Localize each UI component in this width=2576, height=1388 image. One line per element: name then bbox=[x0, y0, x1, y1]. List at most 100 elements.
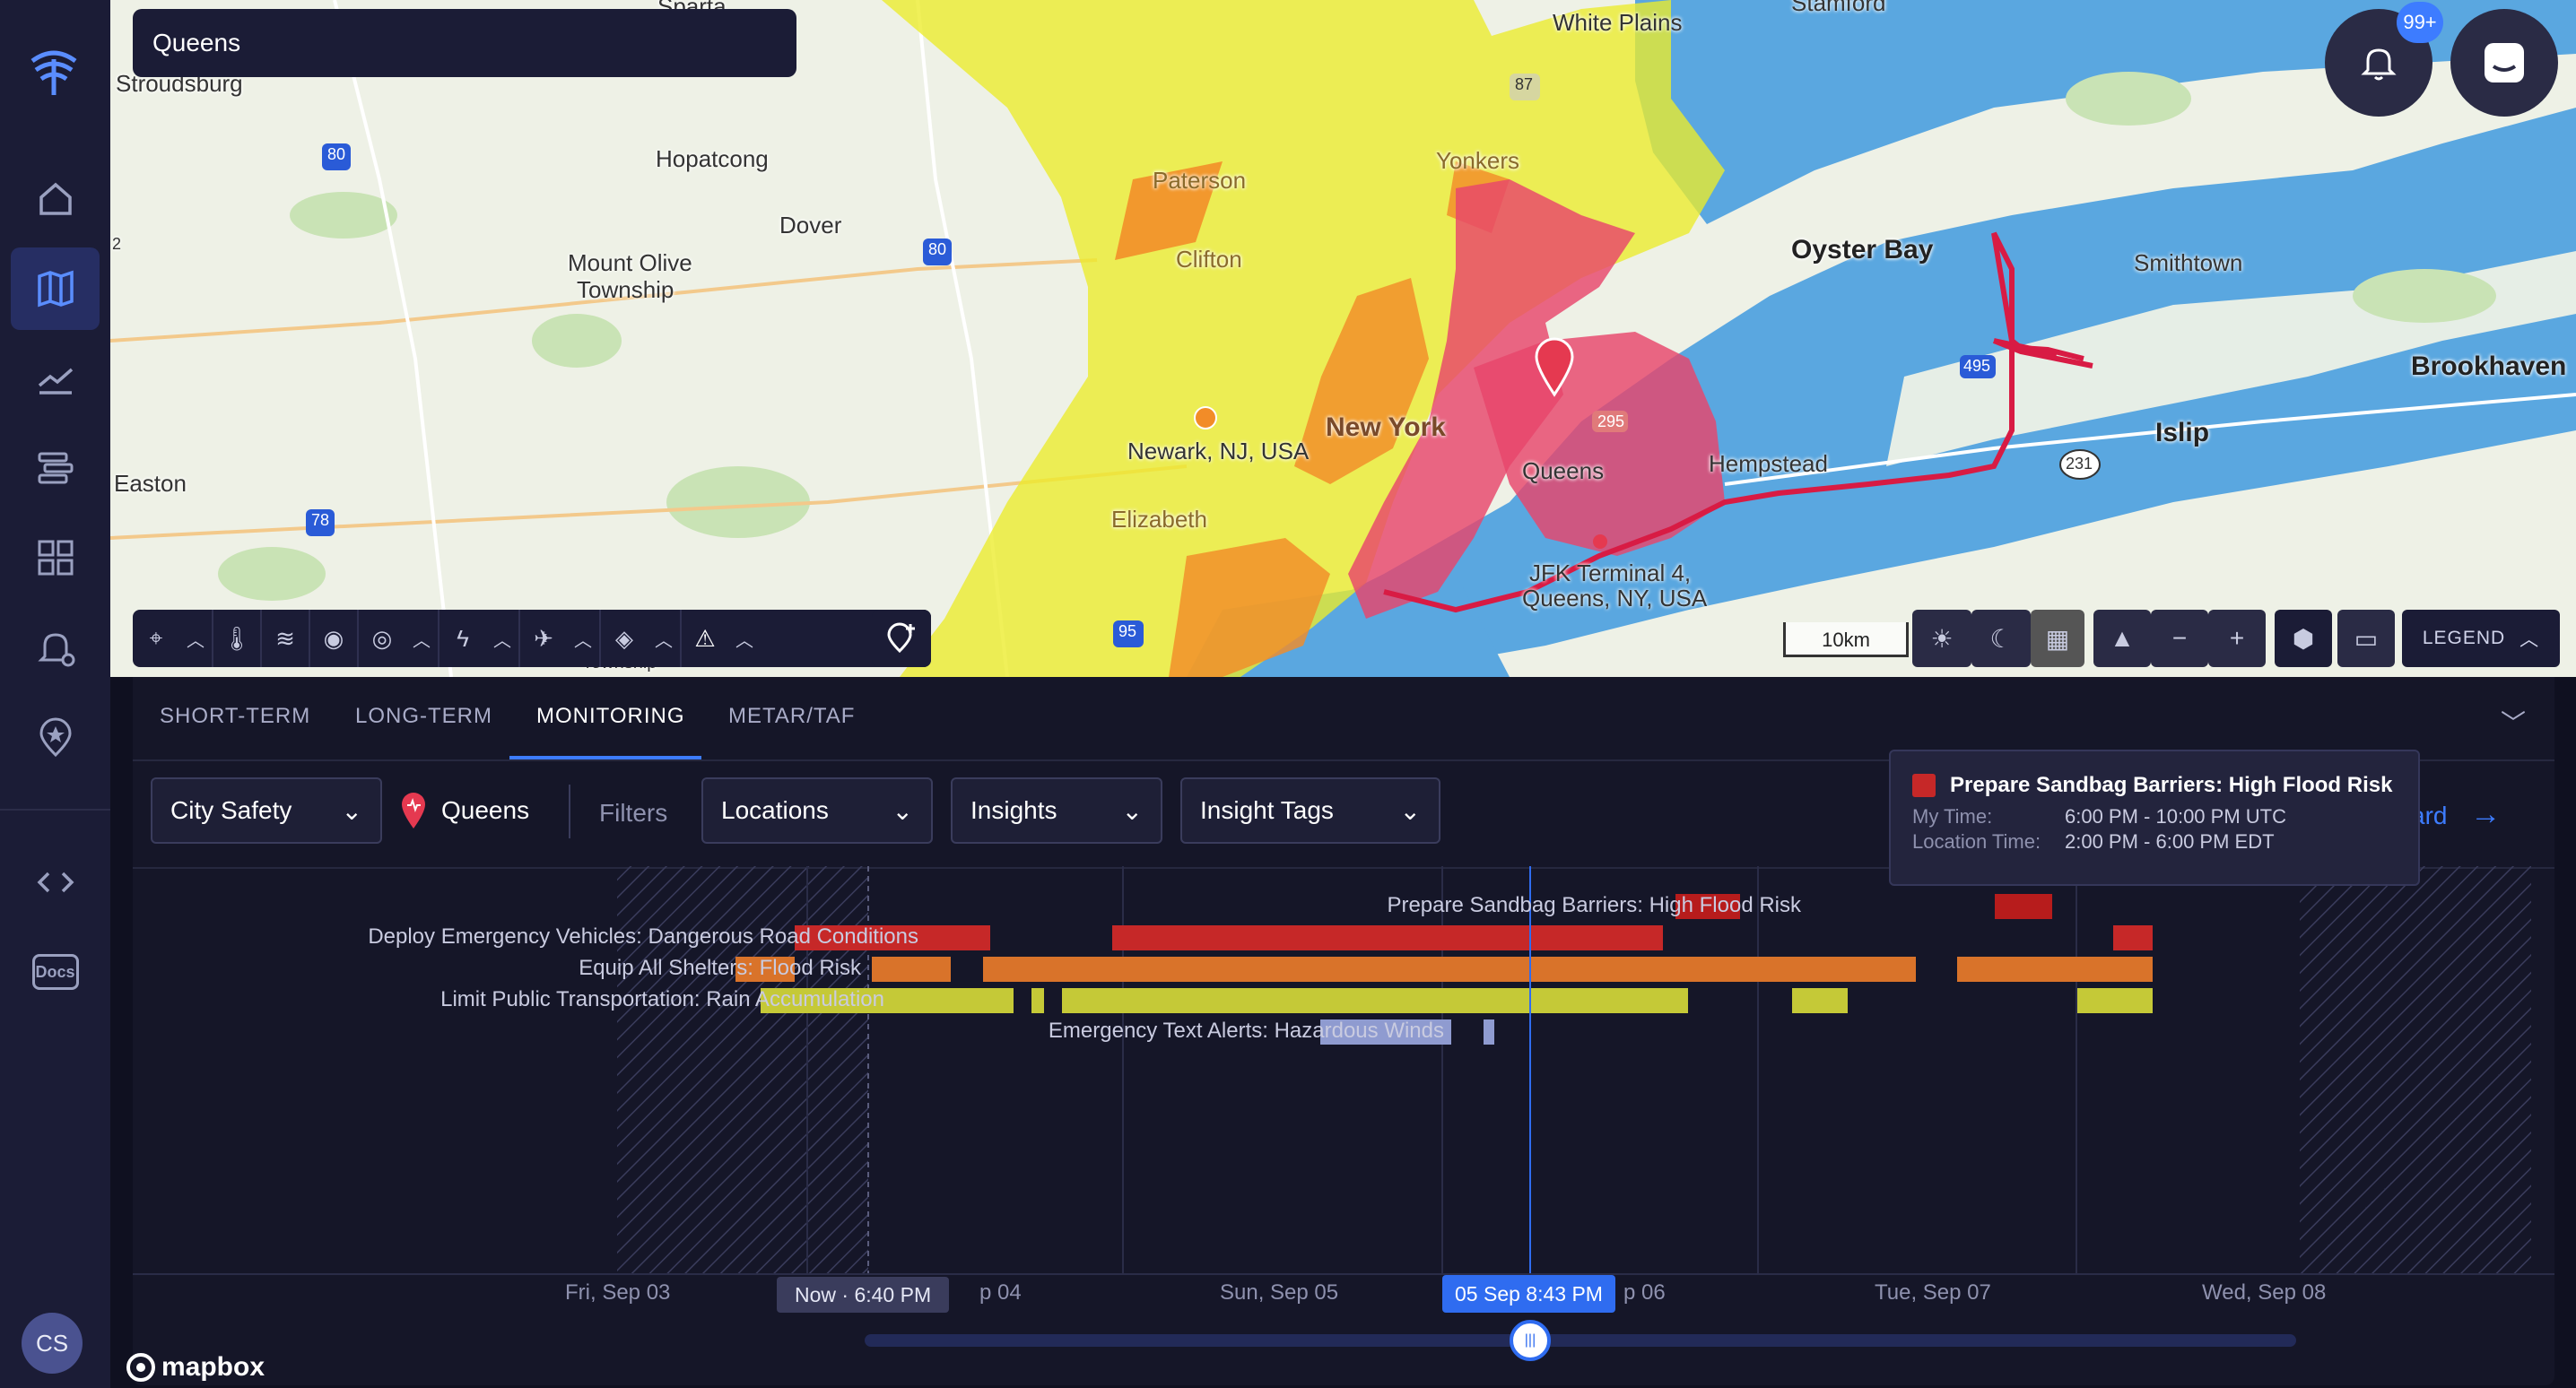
location-pin-icon[interactable]: ⌖ bbox=[149, 624, 163, 651]
satellite-view-icon[interactable]: ▦ bbox=[2031, 610, 2084, 667]
timeline-bar[interactable] bbox=[1062, 988, 1688, 1013]
timeline-bar[interactable] bbox=[1112, 925, 1663, 950]
saved-places-icon[interactable] bbox=[11, 696, 100, 778]
timeline-bar[interactable] bbox=[983, 957, 1916, 982]
legend-button[interactable]: LEGEND ︿ bbox=[2402, 610, 2560, 667]
zoom-out-button[interactable]: − bbox=[2151, 610, 2208, 667]
locations-dropdown[interactable]: Locations ⌄ bbox=[701, 777, 933, 844]
chevron-up-icon[interactable]: ︿ bbox=[405, 610, 439, 667]
layers-icon[interactable]: ◈ bbox=[615, 624, 633, 652]
tooltip-location-time: 2:00 PM - 6:00 PM EDT bbox=[2065, 830, 2275, 853]
filter-row: City Safety ⌄ Queens Filters Locations ⌄… bbox=[133, 759, 2554, 869]
timeline-chart[interactable] bbox=[133, 866, 2554, 1273]
compass-icon[interactable]: ▲ bbox=[2093, 610, 2151, 667]
docs-link[interactable]: Docs bbox=[11, 931, 100, 1013]
now-marker-badge: Now · 6:40 PM bbox=[777, 1277, 950, 1313]
timeline-bar[interactable] bbox=[1995, 894, 2052, 919]
dark-mode-icon[interactable]: ☾ bbox=[1971, 610, 2031, 667]
timeline-bar[interactable] bbox=[795, 925, 990, 950]
map-label-elizabeth: Elizabeth bbox=[1111, 506, 1207, 533]
locations-label: Locations bbox=[721, 796, 829, 824]
map-label-smithtown: Smithtown bbox=[2134, 249, 2243, 276]
tab-monitoring[interactable]: MONITORING bbox=[536, 704, 685, 728]
wind-icon[interactable]: ≋ bbox=[262, 610, 310, 667]
chat-icon bbox=[2485, 43, 2524, 82]
timeline-bar[interactable] bbox=[1957, 957, 2153, 982]
temperature-icon[interactable]: 🌡 bbox=[213, 610, 262, 667]
map-label-white-plains: White Plains bbox=[1553, 9, 1683, 36]
chevron-up-icon[interactable]: ︿ bbox=[735, 630, 753, 651]
3d-view-icon[interactable]: ⬢ bbox=[2275, 610, 2332, 667]
map-view[interactable]: Stroudsburg Sparta Hopatcong Dover Mount… bbox=[110, 0, 2576, 677]
time-slider-handle[interactable]: ||| bbox=[1510, 1320, 1551, 1361]
trends-icon[interactable] bbox=[11, 337, 100, 420]
timeline-bar[interactable] bbox=[2113, 925, 2153, 950]
lightning-icon[interactable]: ϟ bbox=[457, 624, 469, 652]
map-label-paterson: Paterson bbox=[1153, 167, 1247, 194]
fire-icon[interactable]: ◉ bbox=[310, 610, 359, 667]
map-icon[interactable] bbox=[11, 247, 100, 330]
timeline-axis-label: Wed, Sep 08 bbox=[2202, 1280, 2327, 1305]
shield-87: 87 bbox=[1515, 75, 1534, 93]
category-value: City Safety bbox=[170, 796, 292, 824]
timeline-axis-label: Fri, Sep 03 bbox=[565, 1280, 671, 1305]
timeline-axis-label: p 06 bbox=[1623, 1280, 1666, 1305]
home-icon[interactable] bbox=[11, 158, 100, 240]
timeline-bar[interactable] bbox=[1484, 1019, 1494, 1045]
map-label-jfk-2: Queens, NY, USA bbox=[1522, 585, 1708, 612]
map-label-dover: Dover bbox=[779, 212, 842, 239]
tooltip-my-time: 6:00 PM - 10:00 PM UTC bbox=[2065, 805, 2286, 828]
tooltip-location-time-label: Location Time: bbox=[1912, 830, 2041, 853]
tab-short-term[interactable]: SHORT-TERM bbox=[160, 704, 311, 728]
filters-label: Filters bbox=[599, 799, 668, 827]
map-label-brookhaven: Brookhaven bbox=[2411, 351, 2567, 381]
chevron-up-icon[interactable]: ︿ bbox=[567, 610, 601, 667]
map-label-easton: Easton bbox=[114, 470, 187, 497]
timeline-bar[interactable] bbox=[1031, 988, 1044, 1013]
tab-metar-taf[interactable]: METAR/TAF bbox=[728, 704, 856, 728]
tab-long-term[interactable]: LONG-TERM bbox=[355, 704, 492, 728]
avatar[interactable]: CS bbox=[22, 1313, 83, 1374]
insights-dropdown[interactable]: Insights ⌄ bbox=[951, 777, 1162, 844]
tab-bar: SHORT-TERM LONG-TERM MONITORING METAR/TA… bbox=[133, 677, 2554, 761]
presentation-icon[interactable]: ▭ bbox=[2337, 610, 2395, 667]
zoom-in-button[interactable]: + bbox=[2208, 610, 2266, 667]
dashboard-link[interactable]: ard → bbox=[2411, 797, 2501, 832]
timeline-bar[interactable] bbox=[2077, 988, 2153, 1013]
time-slider-track[interactable] bbox=[865, 1334, 2296, 1347]
insight-tags-dropdown[interactable]: Insight Tags ⌄ bbox=[1180, 777, 1440, 844]
airplane-icon[interactable]: ✈ bbox=[534, 624, 553, 652]
code-icon[interactable] bbox=[11, 841, 100, 924]
hurricane-icon[interactable]: ◎ bbox=[371, 624, 393, 652]
chat-button[interactable] bbox=[2450, 9, 2558, 117]
mapbox-icon bbox=[126, 1353, 155, 1382]
category-select[interactable]: City Safety ⌄ bbox=[151, 777, 382, 844]
chevron-up-icon[interactable]: ︿ bbox=[179, 610, 213, 667]
shield-80a: 80 bbox=[327, 145, 346, 163]
timeline-bar[interactable] bbox=[761, 988, 1014, 1013]
map-label-mount-olive: Mount Olive bbox=[568, 249, 692, 276]
sidebar-divider bbox=[0, 809, 110, 811]
timeline-axis-label: Sun, Sep 05 bbox=[1220, 1280, 1339, 1305]
chevron-up-icon[interactable]: ︿ bbox=[648, 610, 682, 667]
alert-settings-icon[interactable] bbox=[11, 606, 100, 689]
light-mode-icon[interactable]: ☀ bbox=[1912, 610, 1971, 667]
search-input[interactable]: Queens bbox=[133, 9, 796, 77]
warning-icon[interactable]: ⚠ bbox=[694, 624, 716, 652]
future-hatch-region bbox=[2300, 866, 2531, 1273]
timeline-bar[interactable] bbox=[1792, 988, 1848, 1013]
collapse-panel-chevron-icon[interactable]: ﹀ bbox=[2501, 709, 2527, 737]
timeline-bar[interactable] bbox=[1320, 1019, 1451, 1045]
location-chip[interactable]: Queens bbox=[400, 777, 529, 844]
layers-list-icon[interactable] bbox=[11, 427, 100, 509]
timeline-bar[interactable] bbox=[735, 957, 795, 982]
dashboard-grid-icon[interactable] bbox=[11, 516, 100, 599]
timeline-bar[interactable] bbox=[1675, 894, 1740, 919]
mapbox-logo: mapbox bbox=[126, 1352, 265, 1383]
map-scale: 10km bbox=[1783, 622, 1909, 657]
add-location-button[interactable] bbox=[872, 610, 931, 667]
timeline-bar[interactable] bbox=[872, 957, 951, 982]
chevron-up-icon[interactable]: ︿ bbox=[486, 610, 520, 667]
brand-logo-icon[interactable] bbox=[25, 43, 83, 100]
map-label-hopatcong: Hopatcong bbox=[656, 145, 769, 172]
